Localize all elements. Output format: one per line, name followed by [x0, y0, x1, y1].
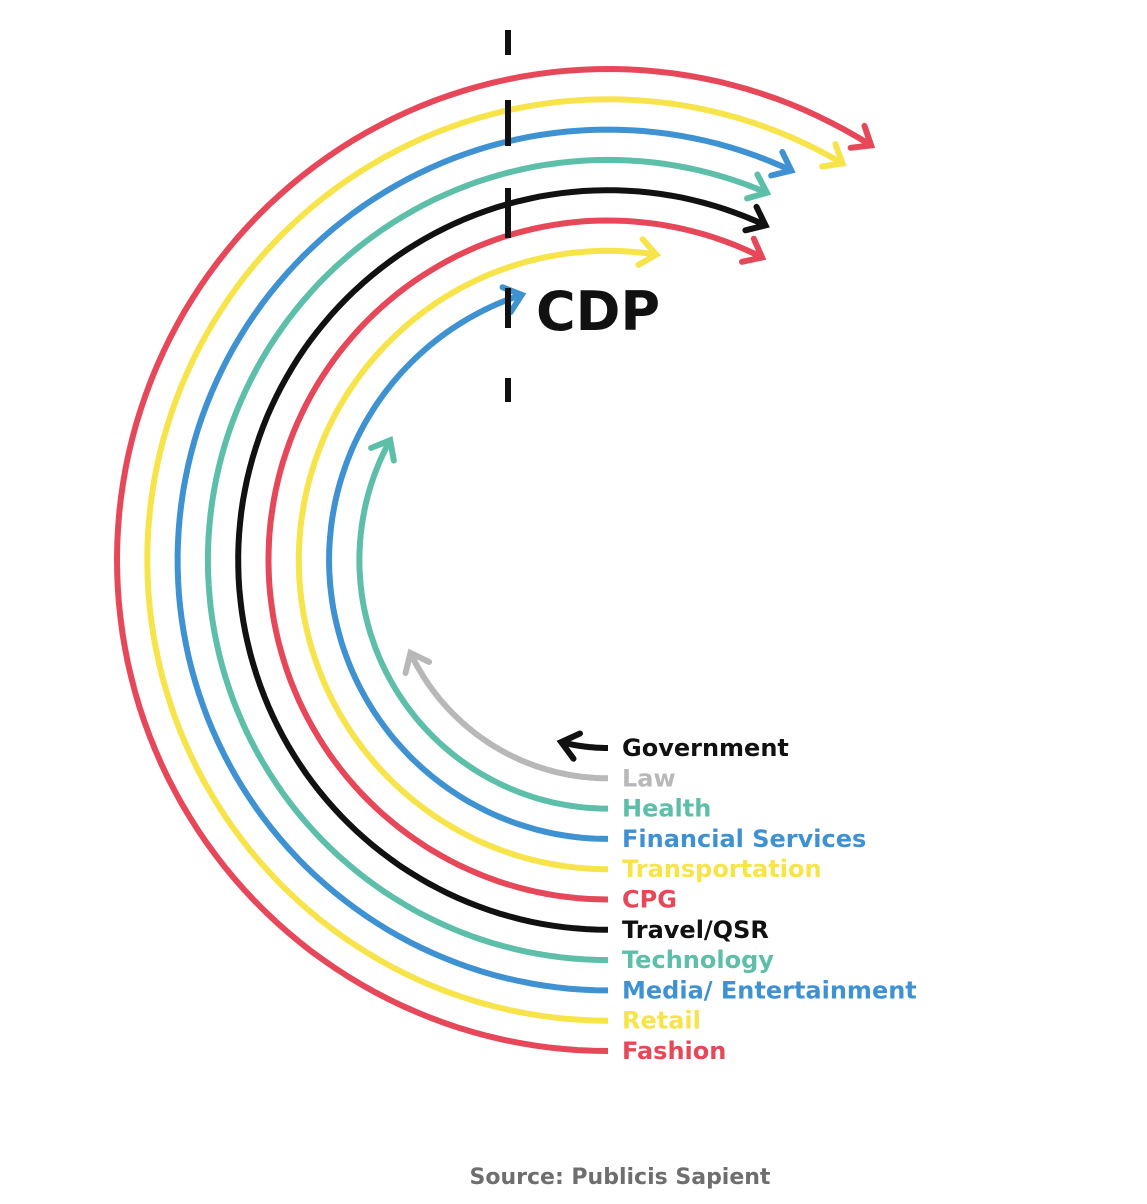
industry-label: Retail [622, 1007, 701, 1035]
industry-arc [295, 247, 657, 873]
industry-arrowhead [742, 203, 770, 234]
industry-label: Technology [622, 946, 774, 974]
industry-arc [113, 65, 873, 1054]
industry-label: Financial Services [622, 825, 866, 853]
industry-arrowhead [768, 149, 796, 179]
industry-arc [356, 438, 608, 812]
industry-arrowhead [847, 122, 876, 151]
industry-arrowhead [402, 648, 433, 676]
industry-label: Transportation [622, 855, 822, 883]
industry-arrowhead [739, 235, 767, 265]
cdp-label: CDP [536, 280, 660, 343]
industry-arrowhead [744, 171, 772, 202]
source-caption: Source: Publicis Sapient [470, 1165, 771, 1190]
industry-label: Law [622, 764, 676, 792]
industry-label: Media/ Entertainment [622, 976, 917, 1004]
industry-arrowhead [819, 141, 847, 170]
industry-arc [235, 187, 767, 933]
industry-arcs [113, 65, 876, 1054]
industry-arc [144, 96, 844, 1024]
industry-label: CPG [622, 886, 677, 914]
industry-arrowhead [635, 236, 662, 268]
industry-arc [265, 217, 764, 903]
industry-arc [560, 739, 608, 751]
industry-arc [326, 291, 609, 842]
industry-arc [204, 156, 769, 964]
industry-arrowhead [368, 436, 397, 464]
industry-label: Health [622, 795, 711, 823]
industry-arc [174, 126, 793, 994]
industry-label: Government [622, 734, 789, 762]
industry-label: Travel/QSR [622, 916, 769, 944]
industry-arrowhead [556, 730, 583, 762]
industry-arc [407, 651, 608, 782]
industry-label: Fashion [622, 1037, 726, 1065]
